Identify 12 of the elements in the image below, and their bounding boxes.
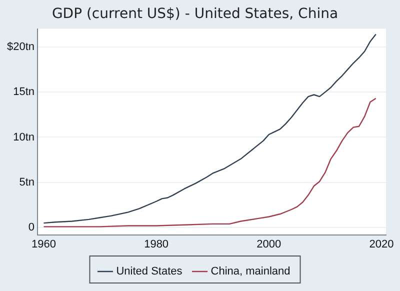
- chart-title: GDP (current US$) - United States, China: [52, 6, 338, 22]
- legend-label: United States: [116, 266, 183, 278]
- y-tick-label: 0: [28, 222, 35, 234]
- x-tick-label: 2020: [369, 238, 394, 250]
- legend-label: China, mainland: [210, 266, 290, 278]
- y-tick-label: 10tn: [13, 131, 35, 144]
- x-tick-label: 1980: [144, 238, 169, 250]
- x-tick-label: 1960: [31, 238, 56, 250]
- y-tick-label: 15tn: [13, 86, 35, 98]
- y-tick-label: 5tn: [19, 176, 35, 188]
- y-tick-label: $20tn: [6, 40, 35, 53]
- x-tick-label: 2000: [256, 238, 282, 250]
